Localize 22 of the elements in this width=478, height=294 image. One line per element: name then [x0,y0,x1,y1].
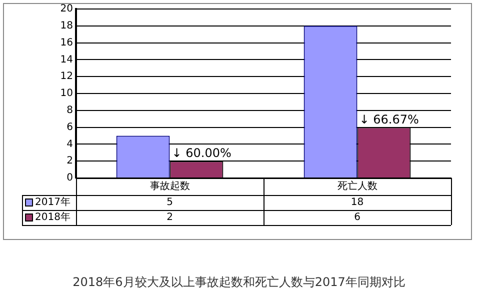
legend-label: 2017年 [35,196,70,208]
x-tick-label: 事故起数 [150,180,190,192]
y-tick-label: 10 [60,88,73,100]
text: 2018年6月较大及以上事故起数和死亡人数与2017年同期对比 [72,274,406,291]
y-tick-label: 20 [60,4,73,15]
y-tick-label: 12 [60,71,73,82]
data-label: 2 [166,212,173,224]
y-tick-label: 4 [66,138,73,150]
data-label: 6 [354,212,360,224]
y-tick-label: 2 [66,156,73,167]
y-tick-label: 8 [66,104,73,116]
y-tick-label: 16 [60,37,73,48]
annotation: ↓ 60.00% [172,146,232,160]
legend-label: 2018年 [35,211,70,224]
annotation: ↓ 66.67% [359,112,419,126]
data-label: 5 [166,197,173,208]
data-label: 18 [350,197,364,208]
x-tick-label: 死亡人数 [337,180,378,192]
y-tick-label: 0 [66,172,73,184]
y-tick-label: 18 [60,20,73,32]
y-tick-label: 14 [60,54,73,66]
y-tick-label: 6 [66,122,73,133]
